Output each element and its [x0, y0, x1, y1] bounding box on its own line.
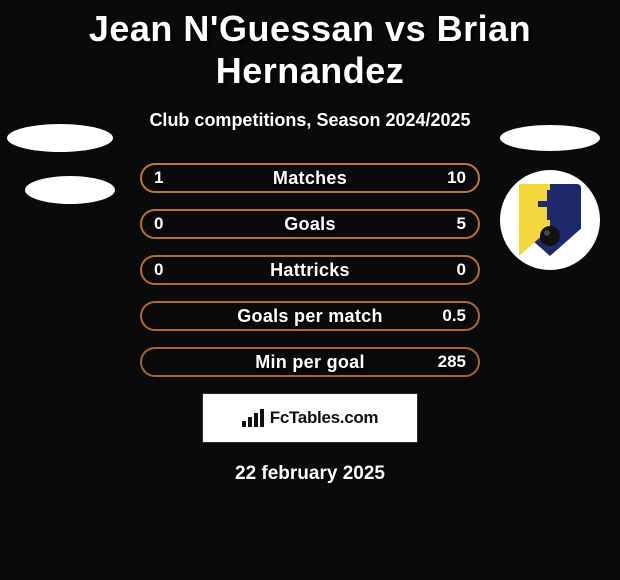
stat-label: Goals per match — [237, 306, 383, 327]
stat-row-hattricks: 0 Hattricks 0 — [140, 255, 480, 285]
stat-right-value: 285 — [438, 352, 466, 372]
stat-label: Hattricks — [270, 260, 350, 281]
stat-right-value: 0.5 — [442, 306, 466, 326]
stat-row-min-per-goal: Min per goal 285 — [140, 347, 480, 377]
date-label: 22 february 2025 — [0, 463, 620, 485]
page-title: Jean N'Guessan vs Brian Hernandez — [0, 0, 620, 92]
watermark[interactable]: FcTables.com — [202, 393, 418, 443]
stat-right-value: 5 — [457, 214, 466, 234]
stat-label: Min per goal — [255, 352, 365, 373]
stat-right-value: 0 — [457, 260, 466, 280]
watermark-text: FcTables.com — [270, 408, 379, 428]
stat-left-value: 0 — [154, 260, 163, 280]
comparison-card: Jean N'Guessan vs Brian Hernandez Club c… — [0, 0, 620, 580]
stat-row-goals: 0 Goals 5 — [140, 209, 480, 239]
bar-chart-icon — [242, 409, 264, 427]
stat-row-matches: 1 Matches 10 — [140, 163, 480, 193]
player-left-avatar-placeholder-1 — [7, 124, 113, 152]
stats-list: 1 Matches 10 0 Goals 5 0 Hattricks 0 Goa… — [0, 163, 620, 377]
stat-left-value: 0 — [154, 214, 163, 234]
stat-label: Goals — [284, 214, 336, 235]
stat-label: Matches — [273, 168, 347, 189]
stat-right-value: 10 — [447, 168, 466, 188]
stat-left-value: 1 — [154, 168, 163, 188]
stat-row-goals-per-match: Goals per match 0.5 — [140, 301, 480, 331]
player-right-avatar-placeholder — [500, 125, 600, 151]
